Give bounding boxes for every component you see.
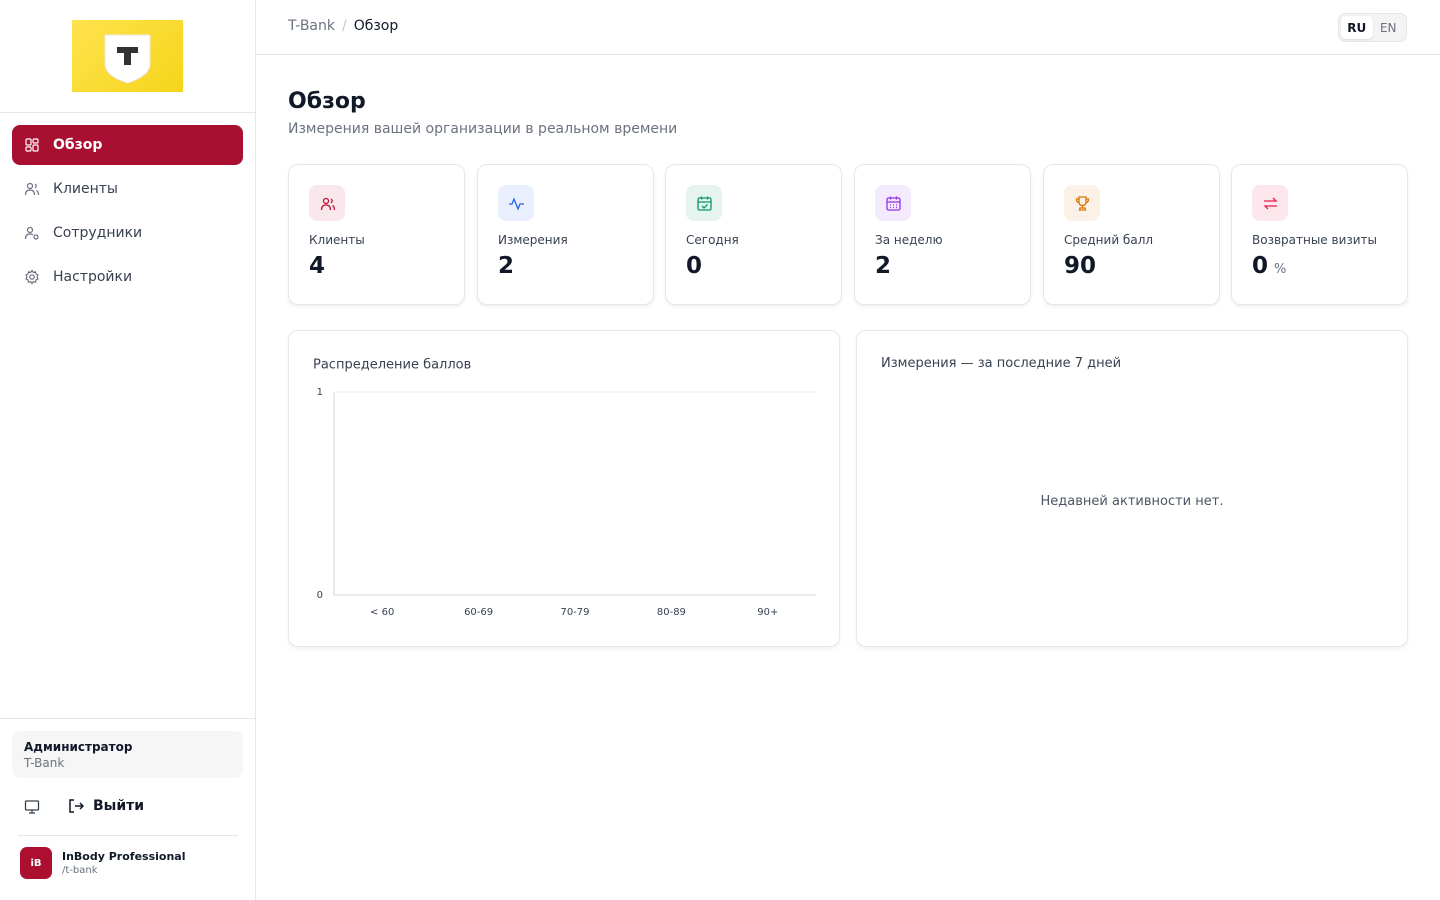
breadcrumb-current: Обзор [353,18,399,34]
page-subtitle: Измерения вашей организации в реальном в… [288,121,678,137]
breadcrumb-separator: / [341,18,347,34]
nav-label: Клиенты [53,181,118,197]
stat-label: Средний балл [1064,233,1154,247]
logout-label: Выйти [93,798,145,814]
stat-glyph [696,196,712,211]
page-title: Обзор [288,89,366,114]
stat-icon [1252,185,1288,221]
stat-number: 0 [1252,253,1269,279]
logout-icon [69,799,85,813]
stat-card: За неделю 2 [854,164,1031,305]
language-option[interactable]: RU [1341,16,1373,39]
chart: Распределение баллов 0 1 < 60 60-69 70-79 80-… [313,358,816,618]
nav-label: Настройки [53,269,133,285]
activity-empty: Недавней активности нет. [1040,494,1224,509]
stat-card: Клиенты 4 [288,164,465,305]
stat-icon [686,185,722,221]
chart-card: Распределение баллов 0 1 < 60 60-69 70-79 80-… [288,330,840,647]
stat-label: Клиенты [309,233,365,247]
stat-number: 2 [875,253,892,279]
logo [72,20,183,92]
app-name: InBody Professional [62,850,186,863]
app-slug: /t-bank [62,865,98,876]
stat-label: Измерения [498,233,568,247]
y-tick-label: 0 [317,590,323,601]
stat-card: Измерения 2 [477,164,654,305]
logout-button[interactable]: Выйти [67,797,144,815]
nav-item[interactable]: Настройки [12,257,243,297]
stat-glyph [508,196,524,211]
nav-item[interactable]: Клиенты [12,169,243,209]
x-tick-label: 90+ [757,607,778,618]
stat-card: Возвратные визиты 0% [1231,164,1408,305]
activity-card: Измерения — за последние 7 дней Недавней… [856,330,1408,647]
divider [18,835,238,836]
stat-glyph [320,197,335,210]
header: T-Bank / Обзор RU EN [256,0,1440,55]
nav-icon [25,269,39,285]
stat-number: 0 [686,253,703,279]
stat-number: 90 [1064,253,1097,279]
stat-value: 2 [875,253,891,279]
user-org: T-Bank [24,756,65,770]
stat-icon [875,185,911,221]
stat-glyph [1262,197,1278,209]
display-button[interactable] [24,799,40,815]
sidebar: Обзор Клиенты Сотрудники Настройки Админист… [0,0,256,900]
stat-value: 4 [309,253,325,279]
stat-card: Средний балл 90 [1043,164,1220,305]
divider [0,718,255,719]
stat-value: 0% [1252,253,1286,279]
nav-icon [24,182,40,196]
x-tick-label: 60-69 [464,607,493,618]
nav-item[interactable]: Сотрудники [12,213,243,253]
stat-label: Возвратные визиты [1252,233,1378,247]
nav-icon [25,138,39,152]
stat-label: Сегодня [686,233,739,247]
breadcrumb-link[interactable]: T-Bank [288,18,335,34]
stat-glyph [1075,195,1089,211]
user-role: Администратор [24,740,133,754]
x-tick-label: 80-89 [657,607,686,618]
chart-title: Распределение баллов [313,358,471,373]
stat-card: Сегодня 0 [665,164,842,305]
stat-unit: % [1274,262,1287,277]
nav-label: Обзор [53,137,103,153]
x-tick-label: < 60 [370,607,394,618]
language-switch: RU EN [1338,13,1407,42]
stat-value: 0 [686,253,702,279]
language-option[interactable]: EN [1379,20,1397,35]
divider [0,112,255,113]
activity-title: Измерения — за последние 7 дней [881,356,1122,371]
app-badge: iB [20,847,52,879]
stat-number: 2 [498,253,515,279]
stat-number: 4 [309,253,326,279]
stat-glyph [885,196,901,211]
stat-icon [309,185,345,221]
nav-label: Сотрудники [53,225,143,241]
breadcrumb: T-Bank / Обзор [288,18,398,34]
user-box: Администратор T-Bank [12,731,243,778]
nav-item[interactable]: Обзор [12,125,243,165]
stat-label: За неделю [875,233,943,247]
x-tick-label: 70-79 [560,607,589,618]
stat-icon [498,185,534,221]
logo-shield [104,34,151,84]
stat-icon [1064,185,1100,221]
y-tick-label: 1 [317,387,323,398]
nav-icon [24,226,39,240]
stat-value: 90 [1064,253,1096,279]
stat-value: 2 [498,253,514,279]
